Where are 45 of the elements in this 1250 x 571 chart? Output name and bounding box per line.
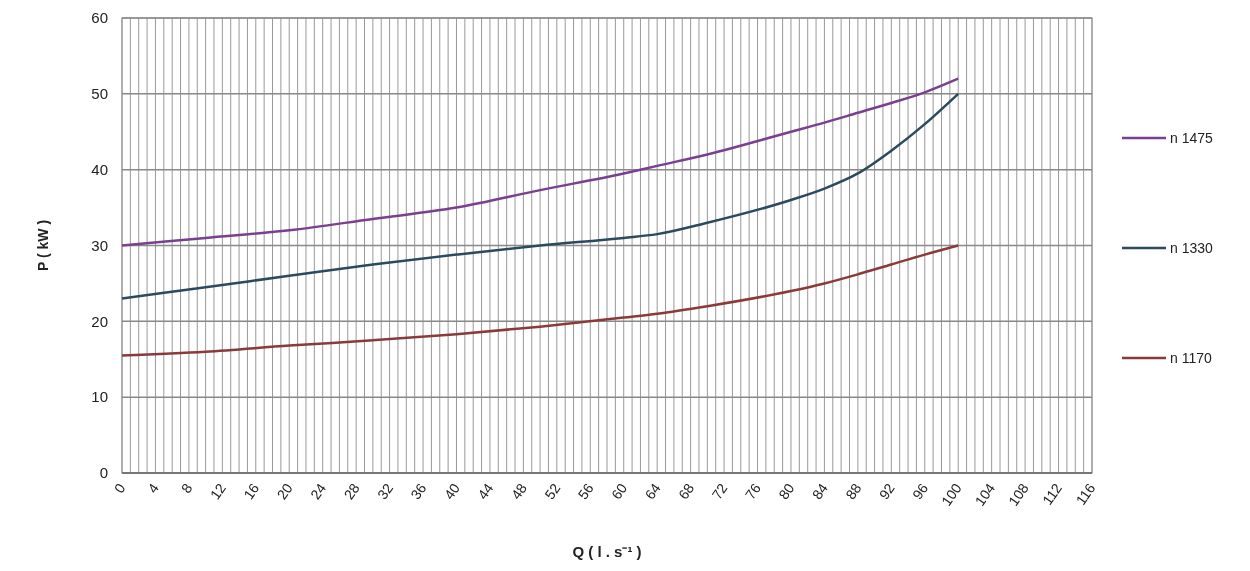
x-tick-label: 60 <box>608 480 631 503</box>
x-axis-title: Q ( l . s⁻¹ ) <box>572 543 642 560</box>
x-tick-label: 76 <box>741 480 765 503</box>
x-tick-label: 20 <box>273 480 296 503</box>
y-axis-title: P ( kW ) <box>35 219 51 272</box>
x-tick-label: 96 <box>909 480 932 503</box>
y-tick-label: 40 <box>91 160 108 178</box>
x-tick-label: 36 <box>407 480 430 503</box>
x-tick-label: 48 <box>507 480 530 503</box>
x-tick-label: 72 <box>708 480 731 503</box>
x-tick-label: 92 <box>875 480 898 503</box>
x-tick-label: 100 <box>938 480 965 509</box>
line-series <box>120 92 960 300</box>
x-tick-label: 8 <box>177 480 196 496</box>
y-tick-label: 30 <box>91 236 108 254</box>
y-tick-label: 50 <box>91 85 108 103</box>
y-tick-label: 60 <box>91 9 108 27</box>
x-tick-label: 44 <box>474 480 497 503</box>
x-tick-label: 112 <box>1039 480 1066 508</box>
x-tick-label: 84 <box>808 480 831 503</box>
x-tick-label: 116 <box>1072 480 1099 508</box>
x-tick-label: 108 <box>1005 480 1032 509</box>
line-series <box>120 77 960 247</box>
y-tick-label: 20 <box>91 312 108 330</box>
x-tick-label: 16 <box>240 480 263 503</box>
line-series <box>120 244 960 357</box>
x-tick-label: 56 <box>574 480 597 503</box>
x-tick-label: 68 <box>675 480 698 503</box>
legend-label: n 1475 <box>1170 129 1214 146</box>
y-tick-label: 10 <box>91 388 108 406</box>
x-tick-label: 28 <box>340 480 363 503</box>
x-tick-label: 24 <box>307 480 330 503</box>
x-tick-label: 64 <box>641 480 664 503</box>
x-tick-label: 88 <box>842 480 865 503</box>
x-tick-label: 40 <box>440 480 464 503</box>
x-tick-label: 32 <box>374 480 397 503</box>
x-tick-label: 4 <box>144 480 163 496</box>
x-tick-label: 0 <box>110 480 129 496</box>
legend-label: n 1330 <box>1170 239 1214 256</box>
x-tick-label: 12 <box>206 480 229 503</box>
x-tick-label: 80 <box>775 480 798 503</box>
legend-label: n 1170 <box>1170 349 1212 366</box>
x-tick-label: 52 <box>541 480 564 503</box>
x-tick-label: 104 <box>971 480 999 509</box>
y-tick-label: 0 <box>99 464 108 482</box>
